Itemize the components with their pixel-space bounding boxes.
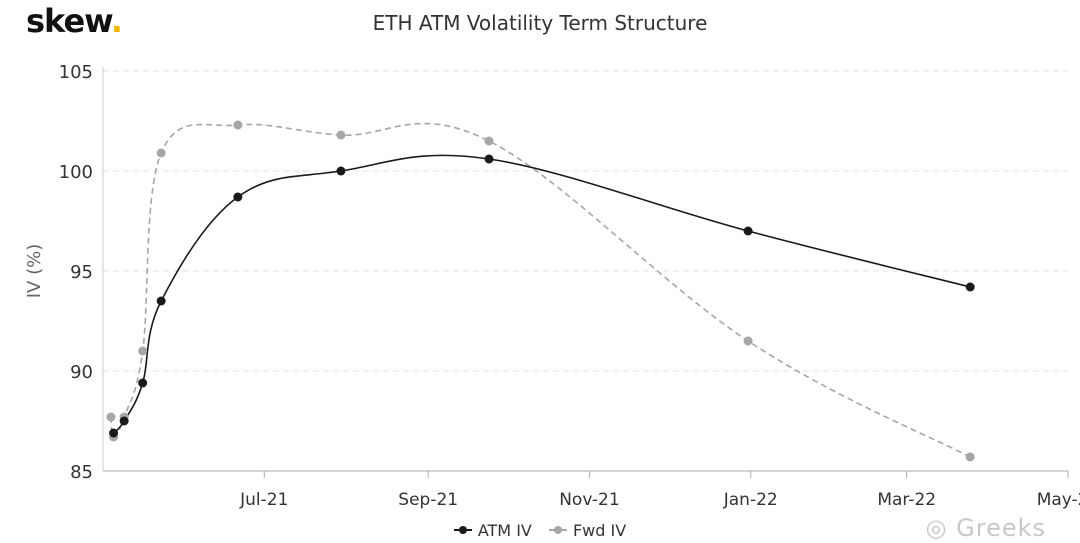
atm-iv-point <box>743 226 753 236</box>
skew-logo: skew. <box>26 2 123 40</box>
y-tick-label: 95 <box>70 262 93 283</box>
greeks-watermark: ◎ Greeks <box>925 514 1046 542</box>
atm-iv-point <box>233 192 243 202</box>
atm-iv-point <box>138 378 148 388</box>
atm-iv-point <box>965 282 975 292</box>
x-tick-label: May-22 <box>1037 490 1080 510</box>
axes: 85 90 95 100 105 Jul-21 Sep-21 Nov-21 Jan-22 Mar-… <box>24 62 1080 510</box>
x-tick-label: Nov-21 <box>559 490 620 510</box>
brand-dot: . <box>110 2 123 40</box>
atm-iv-point <box>109 428 119 438</box>
fwd-iv-point <box>743 336 753 346</box>
legend-fwd-label: Fwd IV <box>572 520 627 540</box>
fwd-iv-point <box>484 136 494 146</box>
y-tick-label: 85 <box>70 462 93 483</box>
fwd-iv-point <box>965 452 975 462</box>
y-tick-label: 100 <box>59 162 93 183</box>
y-tick-label: 90 <box>70 362 93 383</box>
atm-iv-point <box>156 296 166 306</box>
fwd-iv-point <box>156 148 166 158</box>
atm-iv-point <box>336 166 346 176</box>
series-lines <box>110 122 971 458</box>
legend-fwd-swatch <box>548 525 567 535</box>
legend-item-atm[interactable]: ATM IV <box>453 520 532 540</box>
grid-lines <box>103 70 1068 372</box>
y-tick-label: 105 <box>59 62 93 83</box>
x-tick-label: Sep-21 <box>398 490 458 510</box>
atm-iv-point <box>119 416 129 426</box>
legend-atm-swatch <box>453 525 472 535</box>
legend-item-fwd[interactable]: Fwd IV <box>548 520 627 540</box>
x-tick-label: Jul-21 <box>239 490 288 510</box>
fwd-iv-point <box>106 412 116 422</box>
atm-iv-point <box>484 154 494 164</box>
legend-atm-label: ATM IV <box>477 520 532 540</box>
fwd-iv-line <box>110 122 971 458</box>
fwd-iv-point <box>233 120 243 130</box>
watermark-text: Greeks <box>956 514 1046 542</box>
chart-title: ETH ATM Volatility Term Structure <box>372 11 708 35</box>
y-axis-title: IV (%) <box>24 244 45 299</box>
x-tick-label: Jan-22 <box>723 490 778 510</box>
series-points <box>106 120 975 462</box>
fwd-iv-point <box>336 130 346 140</box>
chart-legend: ATM IV Fwd IV <box>0 520 1080 540</box>
x-tick-label: Mar-22 <box>877 490 936 510</box>
brand-text: skew <box>26 2 112 40</box>
fwd-iv-point <box>138 346 148 356</box>
